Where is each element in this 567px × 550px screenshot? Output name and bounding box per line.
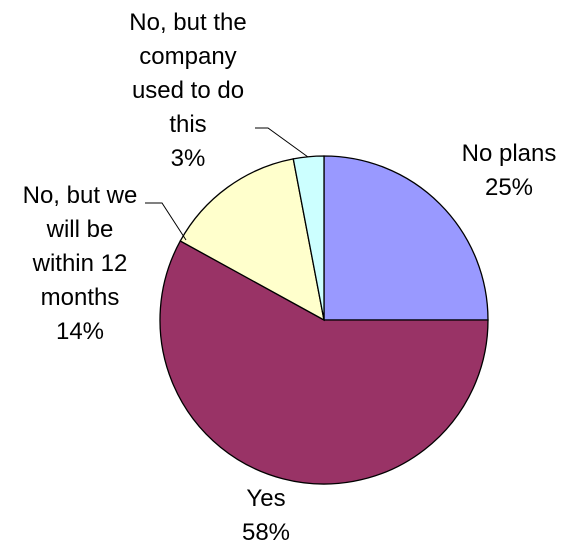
data-label-category-line: company	[139, 43, 236, 70]
data-label-percent: 3%	[171, 145, 206, 172]
data-label-no-plans: No plans 25%	[462, 140, 557, 201]
data-label-category-line: used to do	[132, 77, 244, 104]
data-labels: No plans 25% Yes 58% No, but we will be within…	[23, 9, 557, 546]
leader-line-no-but-the-company-used-to-do-this	[255, 127, 309, 158]
data-label-yes: Yes 58%	[242, 485, 290, 546]
data-label-category-line: months	[41, 284, 120, 311]
data-label-category-line: No plans	[462, 140, 557, 167]
pie-slice-yes	[159, 240, 489, 485]
pie-slices	[159, 155, 489, 485]
data-label-no-but-we-will-be-within-12-months: No, but we will be within 12 months 14%	[23, 182, 138, 345]
data-label-category-line: Yes	[246, 485, 285, 512]
data-label-category-line: will be	[46, 216, 114, 243]
data-label-percent: 58%	[242, 519, 290, 546]
data-label-category-line: No, but we	[23, 182, 138, 209]
data-label-category-line: this	[169, 111, 206, 138]
data-label-percent: 25%	[485, 174, 533, 201]
data-label-percent: 14%	[56, 318, 104, 345]
pie-slice-no-plans	[323, 155, 489, 321]
pie-slice-no-but-the-company-used-to-do-this	[292, 155, 325, 321]
data-label-no-but-the-company-used-to-do-this: No, but the company used to do this 3%	[129, 9, 246, 172]
leader-line-no-but-we-will-be-within-12-months	[145, 202, 187, 241]
data-label-category-line: within 12	[32, 250, 128, 277]
label-leader-lines	[145, 127, 309, 241]
data-label-category-line: No, but the	[129, 9, 246, 36]
pie-slice-no-but-we-will-be-within-12-months	[179, 158, 325, 322]
